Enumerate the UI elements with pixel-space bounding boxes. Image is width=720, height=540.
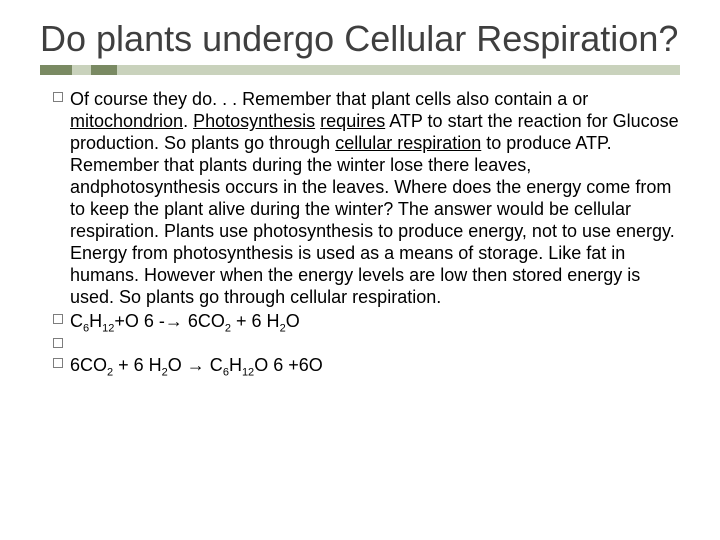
accent-segment [117, 65, 680, 75]
bullet-icon [46, 89, 70, 102]
slide-title: Do plants undergo Cellular Respiration? [40, 18, 680, 59]
list-item-text: C6H12+O 6 -→ 6CO2 + 6 H2O [70, 311, 680, 333]
slide-body: Of course they do. . . Remember that pla… [40, 89, 680, 376]
accent-segment [72, 65, 91, 75]
list-item-text: 6CO2 + 6 H2O → C6H12O 6 +6O [70, 355, 680, 377]
accent-bar [40, 65, 680, 75]
slide: Do plants undergo Cellular Respiration? … [0, 0, 720, 540]
list-item-text: Of course they do. . . Remember that pla… [70, 89, 680, 309]
list-item [46, 335, 680, 353]
list-item-text [70, 335, 680, 353]
bullet-icon [46, 335, 70, 348]
bullet-icon [46, 311, 70, 324]
bullet-icon [46, 355, 70, 368]
list-item: Of course they do. . . Remember that pla… [46, 89, 680, 309]
list-item: 6CO2 + 6 H2O → C6H12O 6 +6O [46, 355, 680, 377]
accent-segment [91, 65, 117, 75]
list-item: C6H12+O 6 -→ 6CO2 + 6 H2O [46, 311, 680, 333]
accent-segment [40, 65, 72, 75]
